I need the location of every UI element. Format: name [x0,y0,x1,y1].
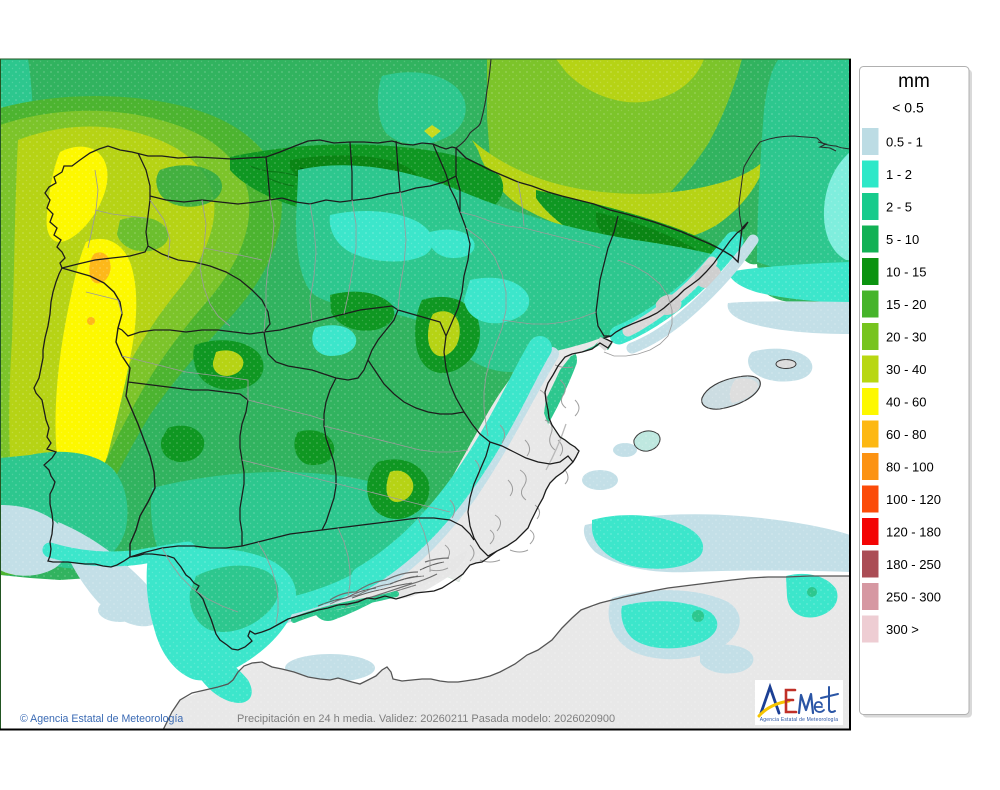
svg-text:180 - 250: 180 - 250 [886,557,941,572]
svg-text:< 0.5: < 0.5 [892,100,924,116]
svg-text:250 - 300: 250 - 300 [886,590,941,605]
svg-text:Precipitación en 24 h media. V: Precipitación en 24 h media. Validez: 20… [237,713,615,725]
svg-text:120 - 180: 120 - 180 [886,525,941,540]
svg-text:80 - 100: 80 - 100 [886,460,934,475]
svg-text:Agencia Estatal de Meteorologí: Agencia Estatal de Meteorología [760,717,838,723]
svg-text:5 - 10: 5 - 10 [886,232,919,247]
svg-text:30 - 40: 30 - 40 [886,362,926,377]
svg-text:15 - 20: 15 - 20 [886,297,926,312]
svg-text:300 >: 300 > [886,622,919,637]
svg-text:0.5 - 1: 0.5 - 1 [886,135,923,150]
svg-text:100 - 120: 100 - 120 [886,492,941,507]
svg-text:mm: mm [898,71,930,92]
svg-text:20 - 30: 20 - 30 [886,330,926,345]
svg-text:60 - 80: 60 - 80 [886,427,926,442]
svg-text:1 - 2: 1 - 2 [886,167,912,182]
svg-text:2 - 5: 2 - 5 [886,200,912,215]
svg-text:© Agencia Estatal de Meteorolo: © Agencia Estatal de Meteorología [20,713,183,725]
svg-text:10 - 15: 10 - 15 [886,265,926,280]
svg-text:40 - 60: 40 - 60 [886,395,926,410]
